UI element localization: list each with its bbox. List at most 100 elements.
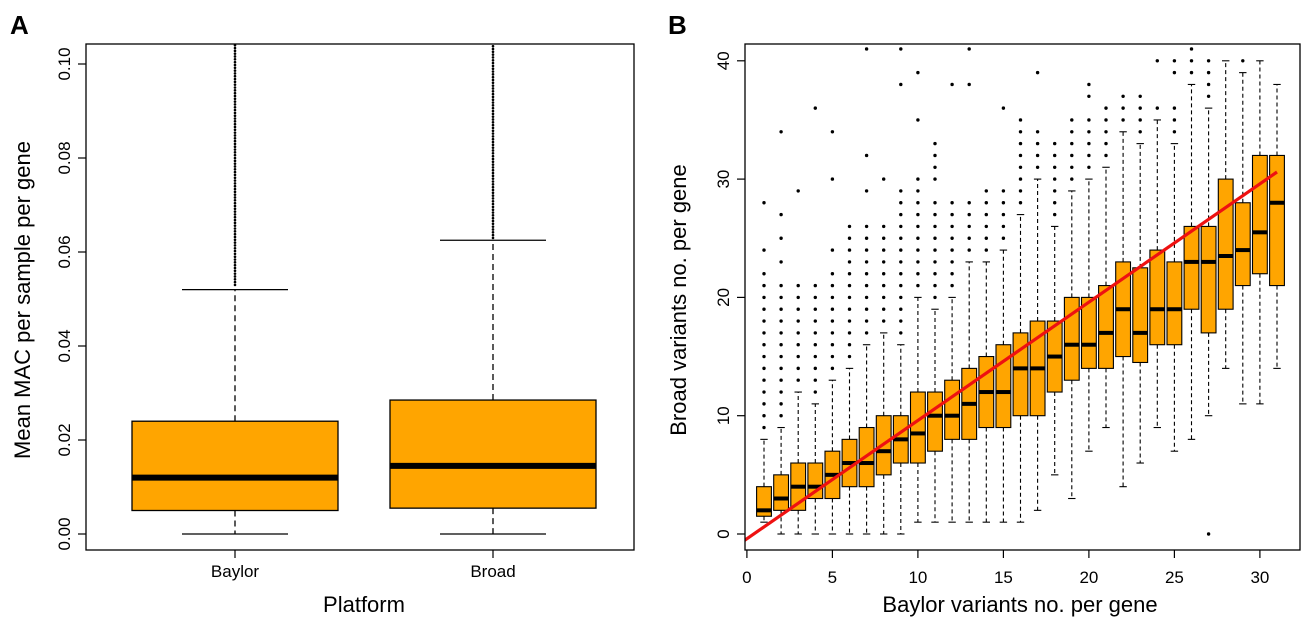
chart-b-outlier-point bbox=[899, 307, 903, 311]
chart-b-outlier-point bbox=[779, 283, 783, 288]
chart-a-box bbox=[389, 399, 597, 509]
chart-b-outlier-point bbox=[864, 224, 869, 229]
chart-b-outlier-point bbox=[899, 224, 903, 229]
chart-b-outlier-point bbox=[1104, 106, 1108, 110]
chart-a-outlier-point bbox=[491, 129, 495, 133]
chart-b-outlier-point bbox=[762, 319, 766, 323]
chart-b-outlier-point bbox=[899, 82, 903, 87]
chart-b-outlier-point bbox=[950, 212, 954, 217]
chart-b-outlier-point bbox=[933, 141, 937, 146]
chart-a-outlier-point bbox=[491, 109, 495, 113]
chart-b-outlier-point bbox=[967, 236, 971, 240]
chart-b-outlier-point bbox=[1087, 130, 1091, 134]
chart-b-outlier-point bbox=[916, 283, 920, 288]
chart-b-x-tick-label: 15 bbox=[994, 568, 1013, 587]
chart-b-outlier-point bbox=[762, 307, 766, 311]
chart-b-outlier-point bbox=[916, 212, 920, 217]
chart-b-outlier-point bbox=[762, 248, 766, 252]
chart-a-outlier-point bbox=[491, 188, 495, 192]
chart-b-outlier-point bbox=[899, 283, 903, 288]
chart-a-outlier-point bbox=[233, 179, 237, 182]
chart-a-outlier-point bbox=[491, 168, 495, 172]
chart-a-outlier-point bbox=[233, 117, 237, 120]
chart-a-outlier-point bbox=[233, 165, 237, 168]
chart-a-outlier-point bbox=[491, 199, 495, 203]
chart-b-outlier-point bbox=[882, 319, 886, 323]
chart-b-y-tick-label: 30 bbox=[714, 170, 733, 189]
chart-b-y-tick-label: 10 bbox=[714, 406, 733, 425]
chart-b-outlier-point bbox=[813, 295, 817, 300]
chart-b-box bbox=[1080, 296, 1097, 369]
chart-b-outlier-point bbox=[916, 272, 920, 276]
chart-a-outlier-point bbox=[491, 106, 495, 110]
chart-a-outlier-point bbox=[491, 180, 495, 183]
chart-b-outlier-point bbox=[967, 82, 971, 87]
chart-b-outlier-point bbox=[1070, 153, 1074, 158]
chart-a-outlier-point bbox=[233, 210, 237, 213]
chart-b-outlier-point bbox=[916, 224, 920, 229]
chart-a: 0.00 0.02 0.04 0.06 0.08 0.10 Baylor Broad bbox=[55, 43, 635, 581]
chart-b-outlier-point bbox=[762, 402, 766, 406]
chart-b-outlier-point bbox=[830, 177, 835, 181]
chart-b-outlier-point bbox=[830, 272, 835, 276]
chart-b-outlier-point bbox=[762, 201, 766, 205]
chart-a-outlier-point bbox=[233, 134, 237, 137]
chart-a-outlier-point bbox=[491, 233, 495, 237]
chart-b-outlier-point bbox=[950, 236, 954, 240]
chart-b-outlier-point bbox=[762, 295, 766, 300]
chart-b-outlier-point bbox=[1001, 212, 1006, 217]
chart-b-box bbox=[1149, 249, 1166, 346]
chart-b-outlier-point bbox=[933, 201, 937, 205]
chart-a-x-tick-label: Baylor bbox=[211, 562, 260, 581]
chart-a-outlier-point bbox=[491, 56, 495, 59]
chart-b-outlier-point bbox=[1172, 59, 1177, 63]
chart-a-outlier-point bbox=[491, 58, 495, 62]
chart-b-outlier-point bbox=[1001, 189, 1006, 193]
chart-b-outlier-point bbox=[1206, 94, 1211, 98]
chart-b-outlier-point bbox=[847, 272, 852, 276]
chart-a-box bbox=[131, 420, 339, 512]
chart-b-outlier-point bbox=[779, 319, 783, 323]
chart-b-outlier-point bbox=[830, 366, 835, 371]
chart-b-outlier-point bbox=[813, 390, 817, 394]
chart-a-y-tick-label: 0.06 bbox=[55, 235, 74, 268]
chart-b-outlier-point bbox=[847, 283, 852, 288]
chart-b-outlier-point bbox=[1206, 59, 1211, 63]
chart-a-outlier-point bbox=[233, 58, 237, 61]
chart-a-outlier-point bbox=[491, 171, 495, 175]
chart-b-outlier-point bbox=[847, 331, 852, 335]
chart-b-outlier-point bbox=[1087, 118, 1091, 122]
chart-b-outlier-point bbox=[1018, 165, 1023, 169]
chart-b-outlier-point bbox=[1053, 153, 1057, 158]
chart-a-outlier-point bbox=[233, 80, 237, 84]
chart-b-outlier-point bbox=[847, 307, 852, 311]
chart-a-outlier-point bbox=[233, 215, 237, 219]
chart-b-outlier-point bbox=[967, 201, 971, 205]
chart-b-outlier-point bbox=[1121, 106, 1125, 110]
chart-b-outlier-point bbox=[847, 354, 852, 359]
chart-b-outlier-point bbox=[762, 343, 766, 347]
chart-a-outlier-point bbox=[491, 61, 495, 65]
chart-a-outlier-point bbox=[233, 83, 237, 86]
chart-b-outlier-point bbox=[1035, 130, 1040, 134]
chart-b-outlier-point bbox=[916, 260, 920, 264]
chart-a-outlier-point bbox=[233, 43, 237, 47]
chart-a-outlier-point bbox=[491, 202, 495, 206]
chart-b-outlier-point bbox=[830, 331, 835, 335]
chart-b-outlier-point bbox=[1087, 141, 1091, 146]
chart-a-outlier-point bbox=[233, 272, 237, 275]
chart-a-outlier-point bbox=[233, 176, 237, 180]
chart-a-outlier-point bbox=[233, 100, 237, 103]
chart-a-outlier-point bbox=[233, 97, 237, 101]
chart-b-outlier-point bbox=[1001, 224, 1006, 229]
chart-a-outlier-point bbox=[491, 163, 495, 166]
chart-b-outlier-point bbox=[1087, 153, 1091, 158]
chart-b-y-tick-label: 20 bbox=[714, 288, 733, 307]
chart-a-outlier-point bbox=[233, 60, 237, 64]
chart-a-outlier-point bbox=[491, 118, 495, 121]
chart-a-y-tick-label: 0.10 bbox=[55, 47, 74, 80]
chart-b-outlier-point bbox=[779, 130, 783, 134]
chart-a-y-tick-label: 0.00 bbox=[55, 517, 74, 550]
chart-a-outlier-point bbox=[491, 132, 495, 135]
chart-b-outlier-point bbox=[899, 319, 903, 323]
